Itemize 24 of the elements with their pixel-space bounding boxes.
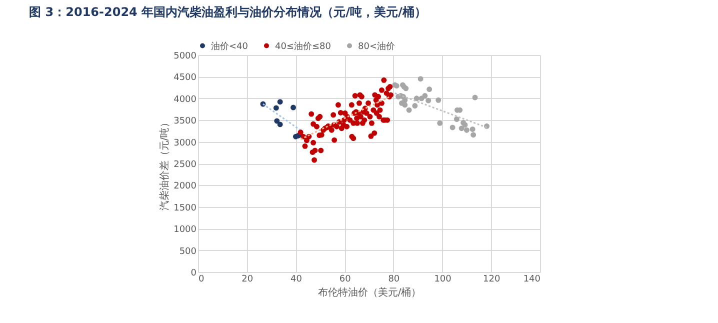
y-tick-label: 3000 — [174, 138, 197, 148]
x-tick-label: 40 — [290, 274, 302, 284]
x-tick-label: 60 — [339, 274, 352, 284]
y-axis-title: 汽柴油价差（元/吨） — [158, 117, 171, 211]
y-tick-label: 2000 — [174, 182, 197, 192]
y-tick-label: 2500 — [174, 160, 197, 170]
y-tick-label: 1000 — [174, 225, 197, 236]
y-tick-label: 5000 — [174, 52, 197, 62]
y-tick-label: 1500 — [174, 203, 197, 214]
y-tick-label: 4500 — [174, 73, 197, 84]
x-tick-label: 20 — [242, 274, 254, 284]
chart-title: 图 3：2016-2024 年国内汽柴油盈利与油价分布情况（元/吨，美元/桶） — [29, 5, 426, 19]
legend-label: 40≤油价≤80 — [275, 40, 332, 52]
y-tick-label: 500 — [179, 246, 197, 257]
x-tick-label: 0 — [198, 274, 204, 284]
y-tick-label: 3500 — [174, 116, 197, 127]
x-tick-label: 120 — [483, 274, 500, 284]
legend-label: 80<油价 — [358, 40, 395, 52]
x-tick-label: 140 — [523, 274, 541, 284]
legend-label: 油价<40 — [211, 40, 248, 52]
x-axis-title: 布伦特油价（美元/桶） — [318, 286, 422, 298]
x-tick-label: 100 — [434, 274, 452, 284]
y-tick-label: 4000 — [174, 94, 197, 105]
x-tick-label: 80 — [388, 274, 400, 284]
